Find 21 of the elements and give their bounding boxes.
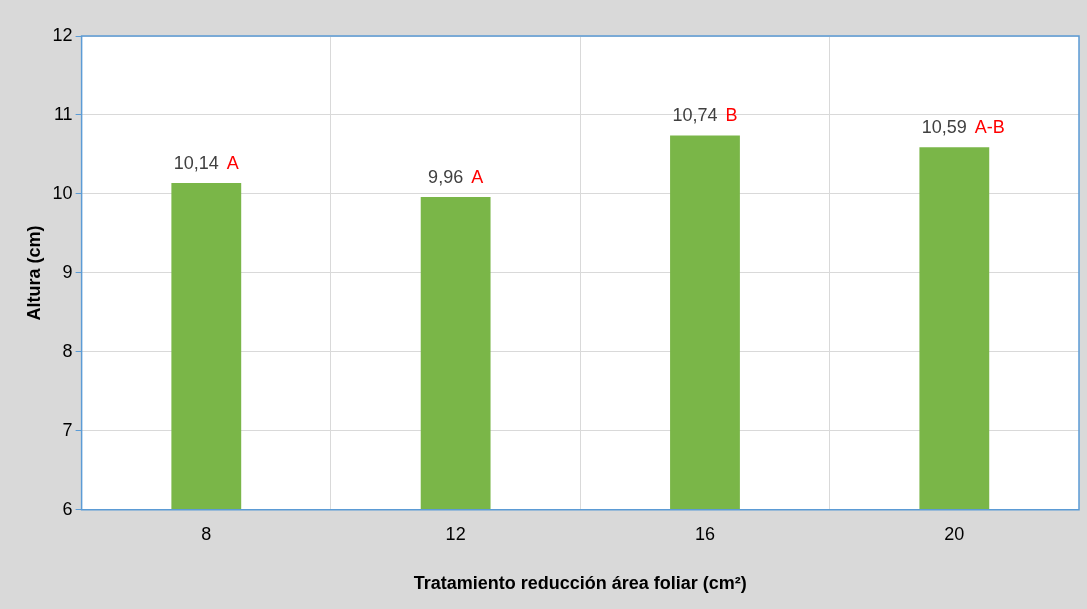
annotation: A (226, 152, 239, 173)
y-tick-label: 6 (62, 498, 73, 519)
y-tick-label: 8 (62, 340, 73, 361)
annotation: B (725, 105, 738, 126)
y-tick-label: 10 (52, 182, 73, 203)
y-tick-label: 12 (52, 24, 73, 45)
x-tick-label: 16 (694, 523, 715, 544)
annotation: A (471, 167, 484, 188)
data-label: 9,96 (428, 167, 464, 188)
y-tick-label: 9 (62, 261, 73, 282)
x-axis-title: Tratamiento reducción área foliar (cm²) (413, 573, 747, 594)
x-tick-label: 20 (944, 523, 965, 544)
x-tick-label: 8 (201, 523, 212, 544)
y-tick-label: 7 (62, 419, 73, 440)
annotation: A-B (974, 117, 1005, 138)
data-label: 10,74 (672, 105, 718, 126)
x-tick-label: 12 (445, 523, 466, 544)
y-tick-label: 11 (53, 103, 73, 124)
data-label: 10,59 (921, 117, 967, 138)
data-label: 10,14 (173, 152, 219, 173)
y-axis-title: Altura (cm) (23, 225, 44, 321)
